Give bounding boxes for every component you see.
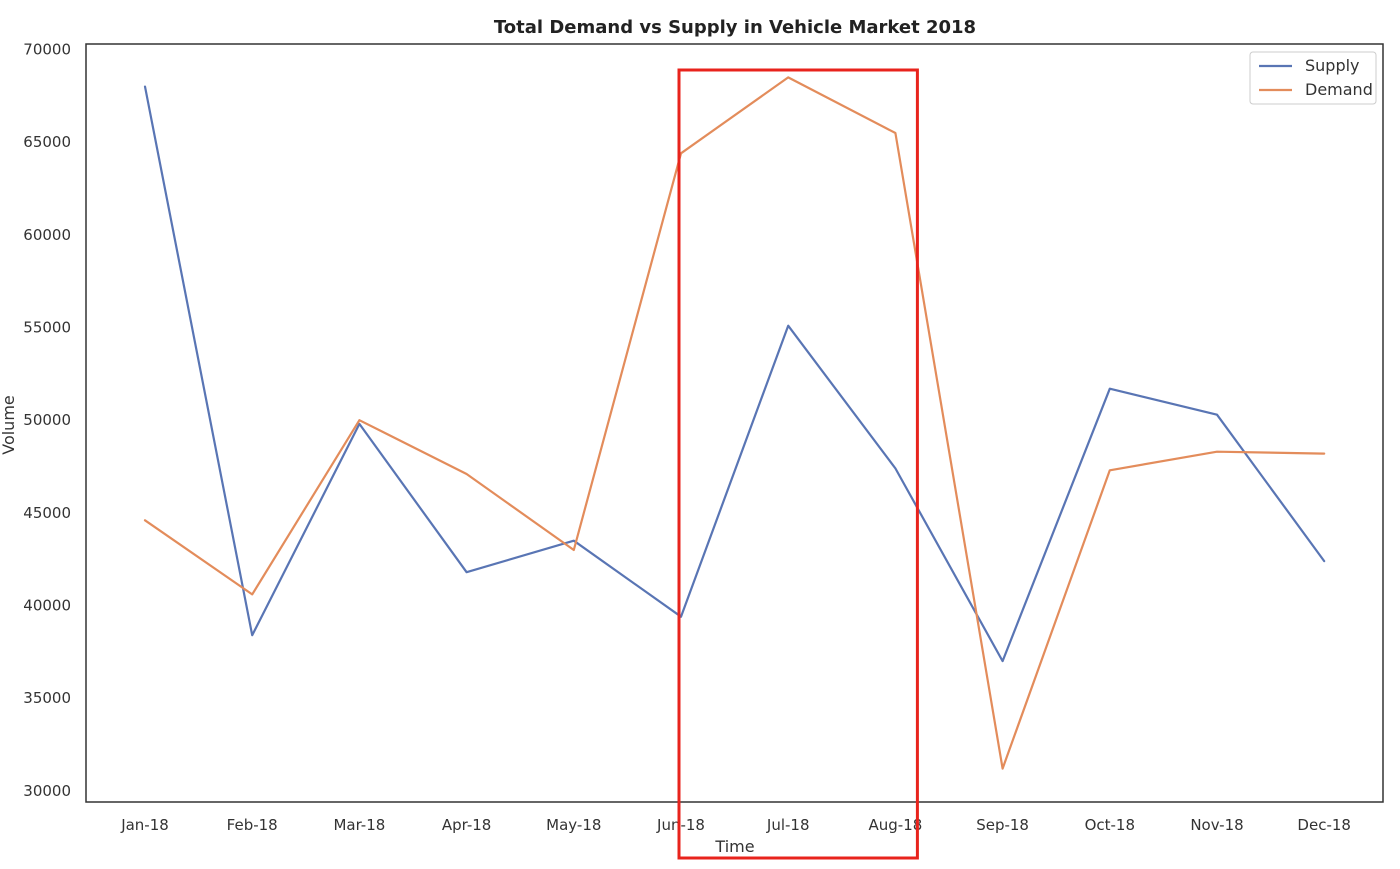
y-tick-label: 50000 xyxy=(23,411,71,429)
legend-label-supply: Supply xyxy=(1305,56,1360,75)
legend: Supply Demand xyxy=(1249,51,1377,105)
x-tick-label: Feb-18 xyxy=(227,816,278,834)
y-tick-label: 40000 xyxy=(23,597,71,615)
x-tick-label: Nov-18 xyxy=(1190,816,1243,834)
series-line-demand xyxy=(143,76,1326,770)
plot-frame xyxy=(85,43,1384,803)
y-axis-ticks: 30000 35000 40000 45000 50000 55000 60000 65000… xyxy=(23,41,71,800)
x-tick-label: Apr-18 xyxy=(442,816,492,834)
y-tick-label: 35000 xyxy=(23,689,71,707)
series-lines xyxy=(143,76,1326,770)
y-tick-label: 70000 xyxy=(23,41,71,59)
highlight-box xyxy=(677,68,919,860)
x-tick-label: Mar-18 xyxy=(333,816,385,834)
series-line-supply xyxy=(143,85,1326,663)
x-tick-label: Oct-18 xyxy=(1085,816,1135,834)
y-tick-label: 30000 xyxy=(23,782,71,800)
x-tick-label: Aug-18 xyxy=(869,816,923,834)
chart-title: Total Demand vs Supply in Vehicle Market… xyxy=(494,17,976,38)
x-tick-label: Dec-18 xyxy=(1297,816,1351,834)
x-axis-ticks: Jan-18 Feb-18 Mar-18 Apr-18 May-18 Jun-18 Jul-… xyxy=(120,816,1351,834)
y-axis-label: Volume xyxy=(0,395,18,455)
y-tick-label: 65000 xyxy=(23,133,71,151)
y-tick-label: 45000 xyxy=(23,504,71,522)
x-tick-label: Sep-18 xyxy=(976,816,1029,834)
y-tick-label: 55000 xyxy=(23,319,71,337)
legend-label-demand: Demand xyxy=(1305,80,1373,99)
x-tick-label: Jul-18 xyxy=(766,816,810,834)
x-tick-label: Jan-18 xyxy=(120,816,169,834)
y-tick-label: 60000 xyxy=(23,226,71,244)
x-tick-label: May-18 xyxy=(546,816,601,834)
x-axis-label: Time xyxy=(714,837,754,856)
